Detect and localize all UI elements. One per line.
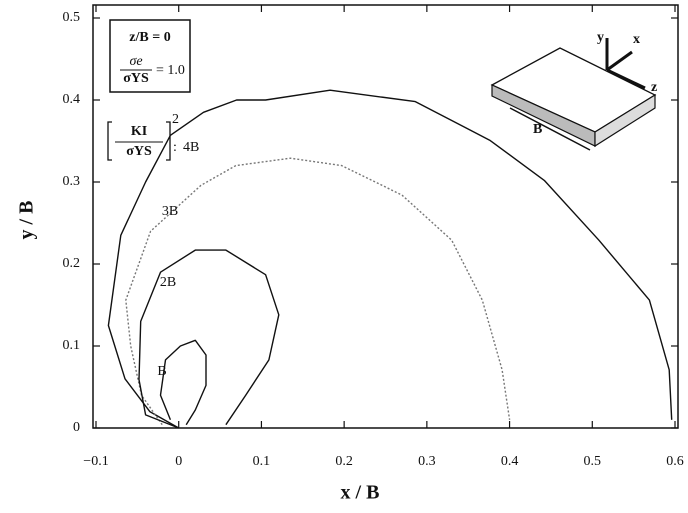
- contour-line: [161, 340, 207, 424]
- contour-label: B: [157, 364, 166, 379]
- y-tick-label: 0.3: [63, 174, 81, 189]
- condition: z/B = 0: [129, 30, 170, 45]
- inset-x: x: [633, 32, 640, 47]
- x-tick-label: 0.6: [666, 454, 684, 469]
- power: 2: [172, 112, 179, 127]
- contour-label: 3B: [162, 204, 178, 219]
- condition-box: z/B = 0 σe σYS = 1.0: [110, 20, 190, 92]
- inset-y: y: [597, 30, 604, 45]
- value: = 1.0: [156, 63, 185, 78]
- factor-numerator: KI: [131, 124, 147, 139]
- x-axis-label: x / B: [341, 482, 380, 504]
- inset-z: z: [651, 80, 657, 95]
- x-tick-label: 0.5: [584, 454, 602, 469]
- y-tick-label: 0.4: [63, 92, 81, 107]
- denominator: σYS: [123, 71, 149, 86]
- numerator: σe: [129, 54, 142, 69]
- y-tick-label: 0.5: [63, 10, 81, 25]
- separator: :: [173, 140, 177, 155]
- contour-label: 2B: [160, 275, 176, 290]
- y-tick-label: 0.2: [63, 256, 81, 271]
- y-tick-label: 0: [73, 420, 80, 435]
- x-tick-label: 0.2: [335, 454, 353, 469]
- contour-line: [126, 158, 510, 425]
- inset-width: B: [533, 122, 542, 137]
- y-tick-label: 0.1: [63, 338, 81, 353]
- contour-label: 4B: [183, 140, 199, 155]
- x-tick-label: 0.1: [253, 454, 271, 469]
- arrow-x: [607, 52, 632, 70]
- x-tick-label: 0: [175, 454, 182, 469]
- x-tick-label: −0.1: [83, 454, 108, 469]
- factor-label: KI σYS 2 :: [108, 112, 179, 160]
- factor-denominator: σYS: [126, 144, 152, 159]
- inset-schematic: y x z B: [492, 30, 657, 150]
- x-tick-label: 0.4: [501, 454, 519, 469]
- y-axis-label: y / B: [16, 201, 38, 240]
- x-tick-label: 0.3: [418, 454, 436, 469]
- chart: x / B y / B z/B = 0 σe σYS = 1.0 KI σYS …: [0, 0, 688, 513]
